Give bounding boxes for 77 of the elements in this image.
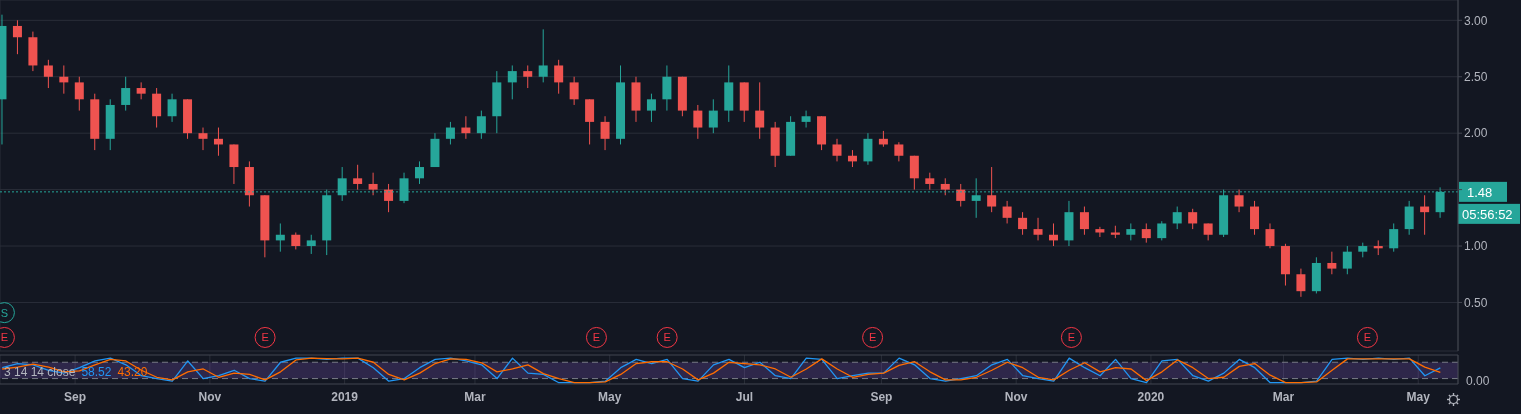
y-tick-label: 0.50	[1464, 295, 1488, 310]
candlestick	[229, 143, 239, 185]
x-tick-label: Jul	[735, 389, 754, 404]
x-tick-label: May	[598, 389, 622, 404]
candlestick	[1265, 222, 1275, 249]
candlestick	[662, 64, 672, 112]
x-tick-label: May	[1406, 389, 1431, 404]
candlestick	[1389, 222, 1399, 253]
candlestick	[353, 164, 363, 191]
candlestick	[1172, 206, 1182, 230]
candlestick	[43, 59, 53, 89]
x-tick-label: Nov	[1004, 389, 1028, 404]
candlestick	[476, 110, 486, 140]
x-tick-label: Mar	[1272, 389, 1295, 404]
candlestick	[1018, 211, 1028, 236]
annotation: E	[868, 331, 877, 344]
candlestick	[74, 76, 84, 112]
candlestick	[1234, 189, 1244, 213]
candlestick	[1404, 200, 1414, 236]
y-tick-label: 3.00	[1464, 13, 1488, 28]
x-tick-label: Sep	[870, 389, 893, 404]
annotation: E	[0, 331, 9, 344]
x-tick-label: Nov	[198, 389, 222, 404]
candlestick	[1095, 226, 1105, 238]
y-tick-label: 1.00	[1464, 239, 1488, 254]
candlestick	[507, 64, 517, 100]
candlestick	[1327, 251, 1337, 275]
y-tick-label: 2.50	[1464, 70, 1488, 85]
annotation: E	[261, 331, 269, 344]
candlestick	[121, 76, 131, 112]
candlestick	[1141, 222, 1151, 244]
candlestick	[1342, 245, 1352, 275]
candlestick	[152, 87, 162, 129]
y-tick-label: 2.00	[1464, 126, 1488, 141]
candlestick	[1079, 206, 1089, 236]
candlestick	[198, 127, 208, 151]
annotation: S	[0, 306, 9, 319]
text: 0.00	[1466, 374, 1490, 388]
candlestick	[1157, 220, 1167, 241]
annotation: 58.52	[81, 365, 112, 379]
x-tick-label: Sep	[64, 389, 87, 404]
candlestick	[909, 155, 919, 191]
candlestick	[600, 115, 610, 151]
annotation: E	[592, 331, 601, 344]
candlestick	[708, 98, 718, 134]
candlestick	[1188, 208, 1198, 230]
candlestick	[368, 172, 378, 196]
x-tick-label: 2020	[1137, 389, 1165, 404]
annotation: E	[663, 331, 671, 344]
x-tick-label: 2019	[331, 389, 359, 404]
ref-line-label: 1.48	[1467, 184, 1493, 200]
candlestick	[863, 132, 873, 166]
candlestick	[1296, 268, 1306, 298]
x-tick-label: Mar	[464, 389, 486, 404]
candlestick	[1002, 200, 1012, 224]
candlestick	[755, 81, 765, 140]
candlestick	[538, 28, 548, 83]
text: 05:56:52	[1462, 206, 1513, 222]
candlestick	[585, 98, 595, 145]
candlestick	[832, 138, 842, 162]
candlestick	[646, 93, 656, 123]
candlestick	[1033, 217, 1043, 241]
candlestick	[554, 59, 564, 95]
candlestick	[1250, 200, 1260, 236]
annotation: E	[1363, 331, 1372, 344]
candlestick	[693, 104, 703, 140]
candlestick	[12, 19, 22, 55]
annotation: E	[1067, 331, 1076, 344]
candlestick	[801, 110, 811, 129]
candlestick	[894, 141, 904, 162]
candlestick	[306, 234, 316, 255]
candlestick	[987, 166, 997, 213]
candlestick	[167, 93, 177, 123]
candlestick	[415, 160, 424, 185]
candlestick	[445, 121, 455, 145]
candlestick	[523, 64, 533, 89]
candlestick	[569, 76, 579, 106]
